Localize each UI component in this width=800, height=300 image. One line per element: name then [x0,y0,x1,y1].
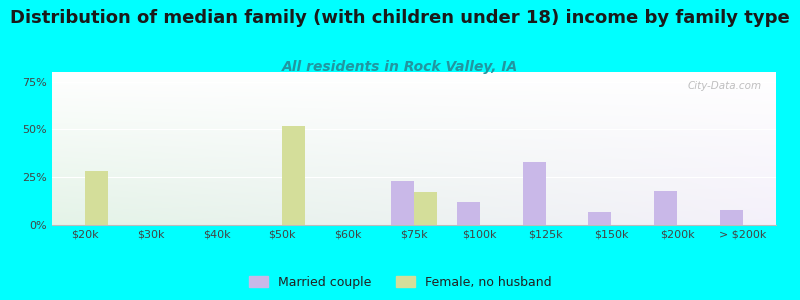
Bar [457,202,480,225]
Bar [522,162,546,225]
Bar [391,181,414,225]
Bar [589,212,611,225]
Legend: Married couple, Female, no husband: Married couple, Female, no husband [244,271,556,294]
Text: Distribution of median family (with children under 18) income by family type: Distribution of median family (with chil… [10,9,790,27]
Bar [282,125,306,225]
Bar [85,171,108,225]
Text: All residents in Rock Valley, IA: All residents in Rock Valley, IA [282,60,518,74]
Bar [720,210,743,225]
Bar [654,190,678,225]
Text: City-Data.com: City-Data.com [687,81,762,91]
Bar [414,193,437,225]
